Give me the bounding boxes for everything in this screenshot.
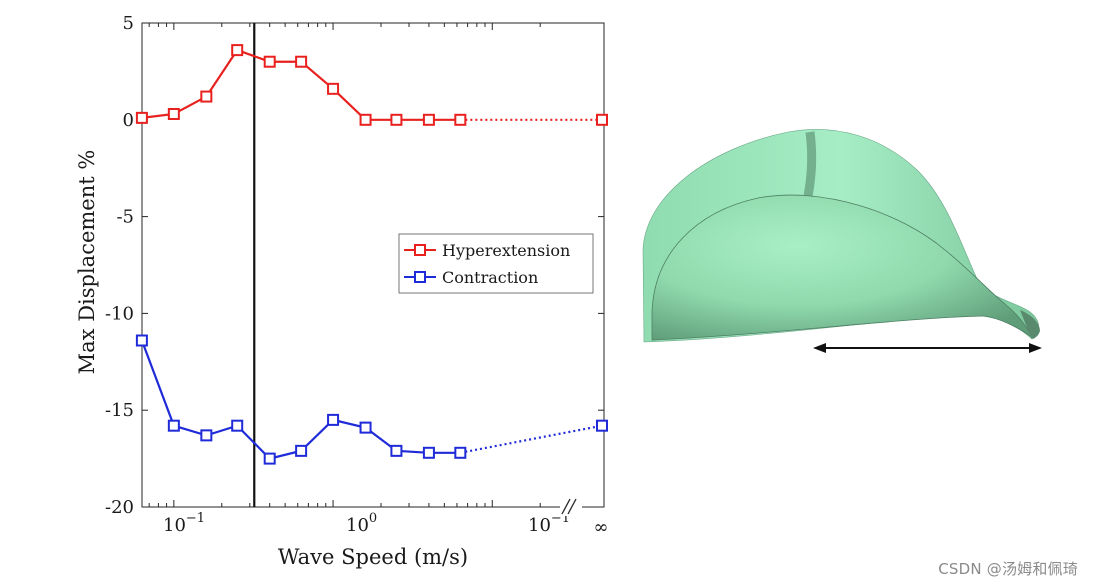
y-tick-label: -5: [116, 207, 134, 228]
data-point-hyperextension: [231, 44, 244, 57]
data-point-contraction: [596, 419, 608, 432]
data-point-hyperextension: [454, 113, 467, 126]
data-point-contraction: [454, 446, 467, 459]
tip-fold: [1020, 310, 1040, 339]
line-chart: 50-5-10-15-20 10−1 100 10−1 ∞ Wave Speed: [75, 13, 609, 569]
series-layer: [135, 44, 608, 465]
data-point-contraction: [327, 413, 340, 426]
data-point-contraction: [295, 444, 308, 457]
data-point-hyperextension: [263, 55, 276, 68]
legend-entry-hyperextension: Hyperextension: [404, 241, 570, 260]
legend-box: [398, 233, 594, 294]
data-point-hyperextension: [390, 113, 403, 126]
data-point-contraction: [167, 419, 180, 432]
legend: Hyperextension Contraction: [398, 233, 594, 294]
legend-marker-hyperextension: [414, 244, 426, 256]
data-point-hyperextension: [295, 55, 308, 68]
watermark: CSDN @汤姆和佩琦: [938, 560, 1078, 578]
data-point-contraction: [135, 334, 148, 347]
legend-marker-contraction: [414, 271, 426, 283]
data-point-contraction: [200, 429, 213, 442]
x-axis-title: Wave Speed (m/s): [278, 545, 468, 569]
series-dotted-contraction: [460, 424, 603, 454]
series-contraction: [135, 334, 608, 465]
y-tick-label: -20: [105, 497, 134, 518]
surface-illustration: [642, 129, 1042, 353]
data-point-contraction: [231, 419, 244, 432]
y-axis-title: Max Displacement %: [75, 150, 99, 375]
data-point-contraction: [422, 446, 435, 459]
data-point-hyperextension: [422, 113, 435, 126]
y-tick-label: -15: [105, 400, 134, 421]
x-tick-label-infinity: ∞: [594, 517, 609, 538]
y-tick-label: -10: [105, 303, 134, 324]
series-hyperextension: [135, 44, 608, 126]
data-point-hyperextension: [135, 111, 148, 124]
data-point-contraction: [263, 452, 276, 465]
arrow-head-left: [813, 343, 826, 353]
surface-seam: [803, 131, 817, 197]
data-point-hyperextension: [596, 113, 608, 126]
length-double-arrow: [813, 343, 1042, 353]
data-point-hyperextension: [359, 113, 372, 126]
y-tick-label: 5: [123, 13, 134, 34]
data-point-hyperextension: [167, 107, 180, 120]
legend-label-hyperextension: Hyperextension: [442, 241, 570, 260]
data-point-hyperextension: [200, 90, 213, 103]
data-point-contraction: [359, 421, 372, 434]
legend-entry-contraction: Contraction: [404, 268, 538, 287]
arrow-head-right: [1029, 343, 1042, 353]
y-axis: 5 0 -5 -10 -15 -20: [105, 13, 604, 518]
x-axis: 10−1 100 10−1 ∞: [148, 23, 609, 538]
inner-surface: [651, 194, 1034, 341]
y-tick-label: 0: [123, 110, 134, 131]
series-line-contraction: [140, 340, 461, 460]
axis-break-marks: [560, 498, 582, 516]
legend-label-contraction: Contraction: [442, 268, 538, 287]
x-tick-label: 10−1: [163, 511, 205, 536]
x-tick-label: 100: [346, 511, 377, 536]
data-point-contraction: [390, 444, 403, 457]
plot-frame: [141, 22, 605, 508]
data-point-hyperextension: [327, 82, 340, 95]
